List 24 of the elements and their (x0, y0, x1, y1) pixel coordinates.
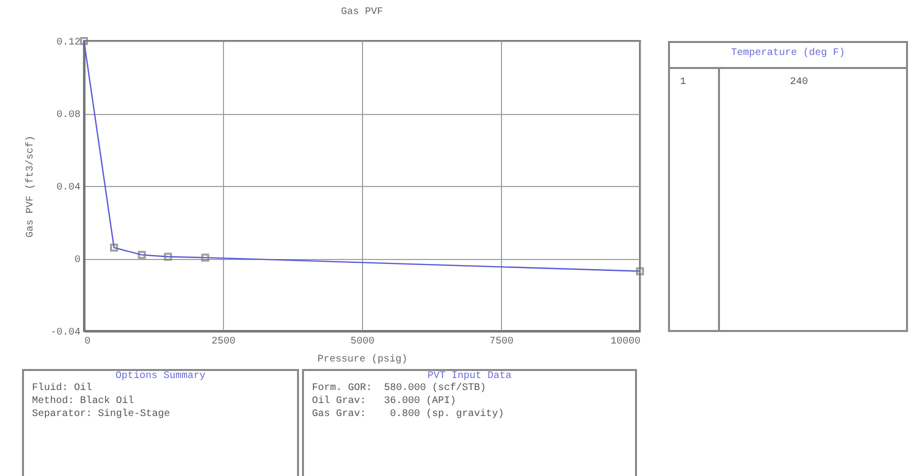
y-tick-label: 0.04 (56, 182, 80, 194)
text: Temperature (deg F) (670, 43, 906, 69)
x-tick-label: 5000 (350, 336, 375, 348)
x-axis-title: Pressure (psig) (317, 354, 408, 366)
text: Fluid: Oil (31, 382, 94, 395)
x-tick-label: 10000 (610, 336, 640, 348)
text: 240 (790, 77, 808, 88)
text: Options Summary (114, 371, 206, 382)
x-tick-label: 7500 (489, 336, 514, 348)
text: Gas Grav: 0.800 (sp. gravity) (311, 408, 506, 421)
text: 1 (680, 77, 686, 88)
y-tick-label: 0.08 (56, 110, 80, 121)
text: Method: Black Oil (31, 395, 136, 408)
y-tick-label: 0.12 (56, 38, 80, 48)
x-tick-label: 0 (84, 336, 91, 348)
text: Separator: Single-Stage (31, 408, 172, 421)
text: Form. GOR: 580.000 (scf/STB) (311, 382, 488, 395)
chart-title: Gas PVF (340, 7, 384, 18)
y-tick-label: -0.04 (50, 328, 80, 338)
text: Oil Grav: 36.000 (API) (311, 395, 458, 408)
text: PVT Input Data (426, 371, 512, 382)
y-axis-title: Gas PVF (ft3/scf) (24, 135, 36, 238)
x-tick-label: 2500 (211, 336, 236, 348)
y-tick-label: 0 (74, 255, 80, 266)
